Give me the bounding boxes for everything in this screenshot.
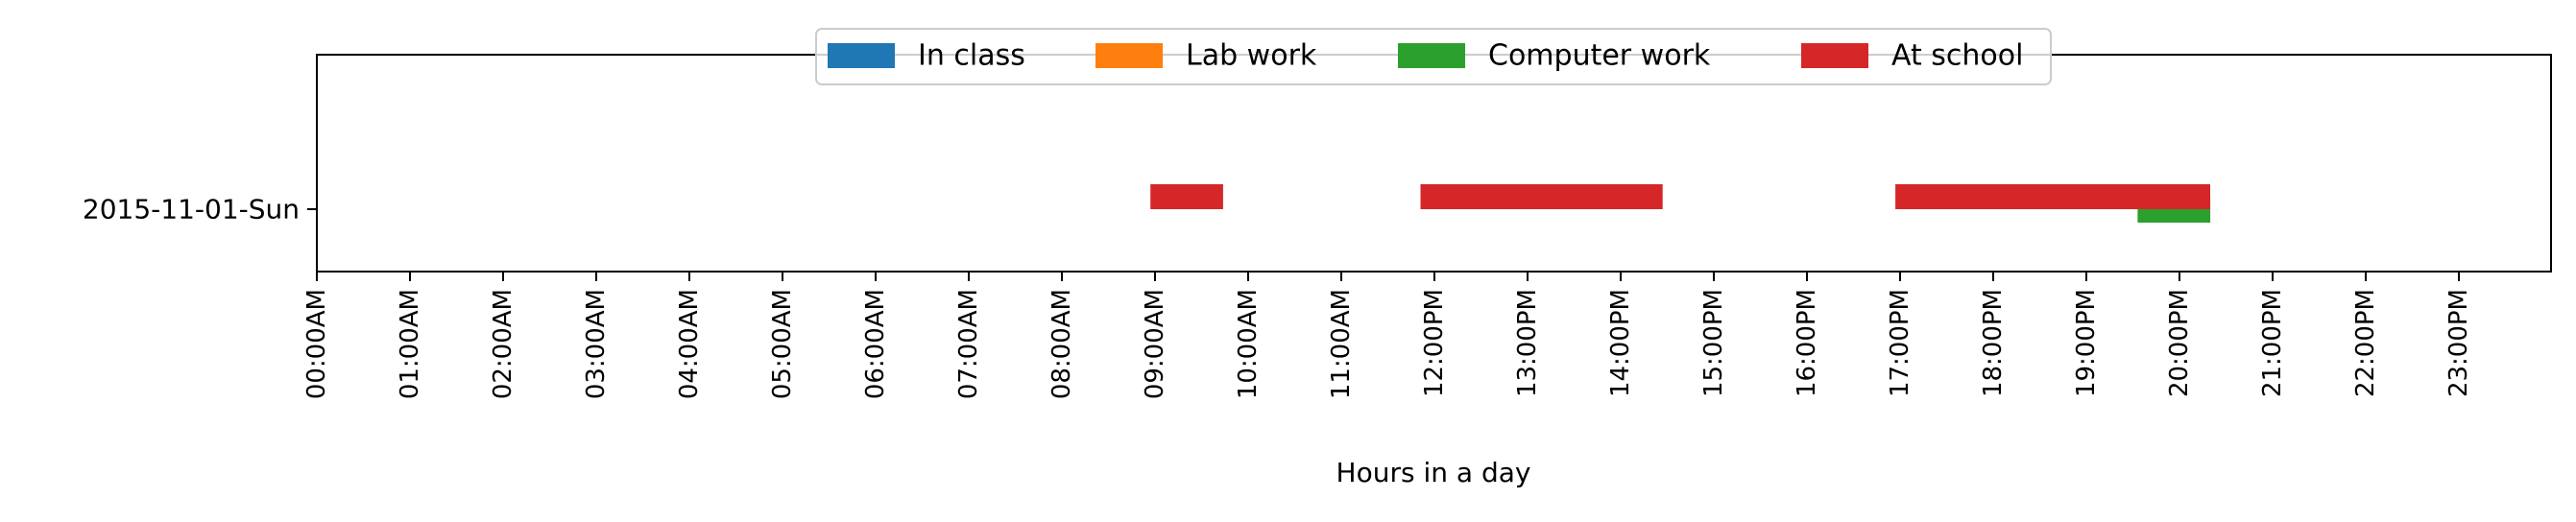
legend-swatch <box>1801 43 1868 68</box>
legend-label: Lab work <box>1186 39 1317 73</box>
bars-layer <box>1150 184 2211 223</box>
x-axis: 00:00AM 01:00AM 02:00AM 03:00AM 04:00AM 05:00… <box>302 272 2473 399</box>
x-tick-label: 06:00AM <box>861 289 890 399</box>
x-tick-label: 00:00AM <box>302 289 331 399</box>
legend-label: At school <box>1891 39 2023 73</box>
x-tick-label: 12:00PM <box>1420 289 1449 397</box>
x-tick-label: 07:00AM <box>954 289 983 399</box>
legend-swatch <box>1398 43 1465 68</box>
x-tick-label: 10:00AM <box>1234 289 1263 399</box>
x-tick-label: 20:00PM <box>2165 289 2194 397</box>
x-tick-label: 21:00PM <box>2258 289 2287 397</box>
x-axis-label: Hours in a day <box>1336 457 1531 488</box>
x-tick-label: 03:00AM <box>582 289 611 399</box>
x-tick-label: 11:00AM <box>1327 289 1356 399</box>
bar-at-school-2 <box>1895 184 2210 209</box>
x-tick-label: 13:00PM <box>1513 289 1542 397</box>
x-tick-label: 15:00PM <box>1699 289 1728 397</box>
legend-label: Computer work <box>1488 39 1711 73</box>
x-tick-label: 09:00AM <box>1141 289 1169 399</box>
legend-label: In class <box>918 39 1025 73</box>
legend-swatch <box>1095 43 1163 68</box>
x-tick-label: 18:00PM <box>1979 289 2008 397</box>
bar-at-school-0 <box>1150 184 1223 209</box>
bar-at-school-1 <box>1420 184 1663 209</box>
x-tick-label: 04:00AM <box>675 289 704 399</box>
y-tick-label: 2015-11-01-Sun <box>83 194 300 225</box>
x-tick-label: 14:00PM <box>1606 289 1635 397</box>
x-tick-label: 23:00PM <box>2444 289 2473 397</box>
x-tick-label: 08:00AM <box>1047 289 1076 399</box>
x-tick-label: 05:00AM <box>768 289 797 399</box>
x-tick-label: 16:00PM <box>1793 289 1821 397</box>
x-tick-label: 02:00AM <box>489 289 518 399</box>
x-tick-label: 22:00PM <box>2351 289 2380 397</box>
x-tick-label: 19:00PM <box>2072 289 2101 397</box>
x-tick-label: 17:00PM <box>1886 289 1914 397</box>
x-tick-label: 01:00AM <box>396 289 424 399</box>
legend: In class Lab work Computer work At school <box>815 28 2052 85</box>
plot-frame <box>316 54 2552 273</box>
y-axis: 2015-11-01-Sun <box>83 194 317 225</box>
legend-swatch <box>828 43 895 68</box>
